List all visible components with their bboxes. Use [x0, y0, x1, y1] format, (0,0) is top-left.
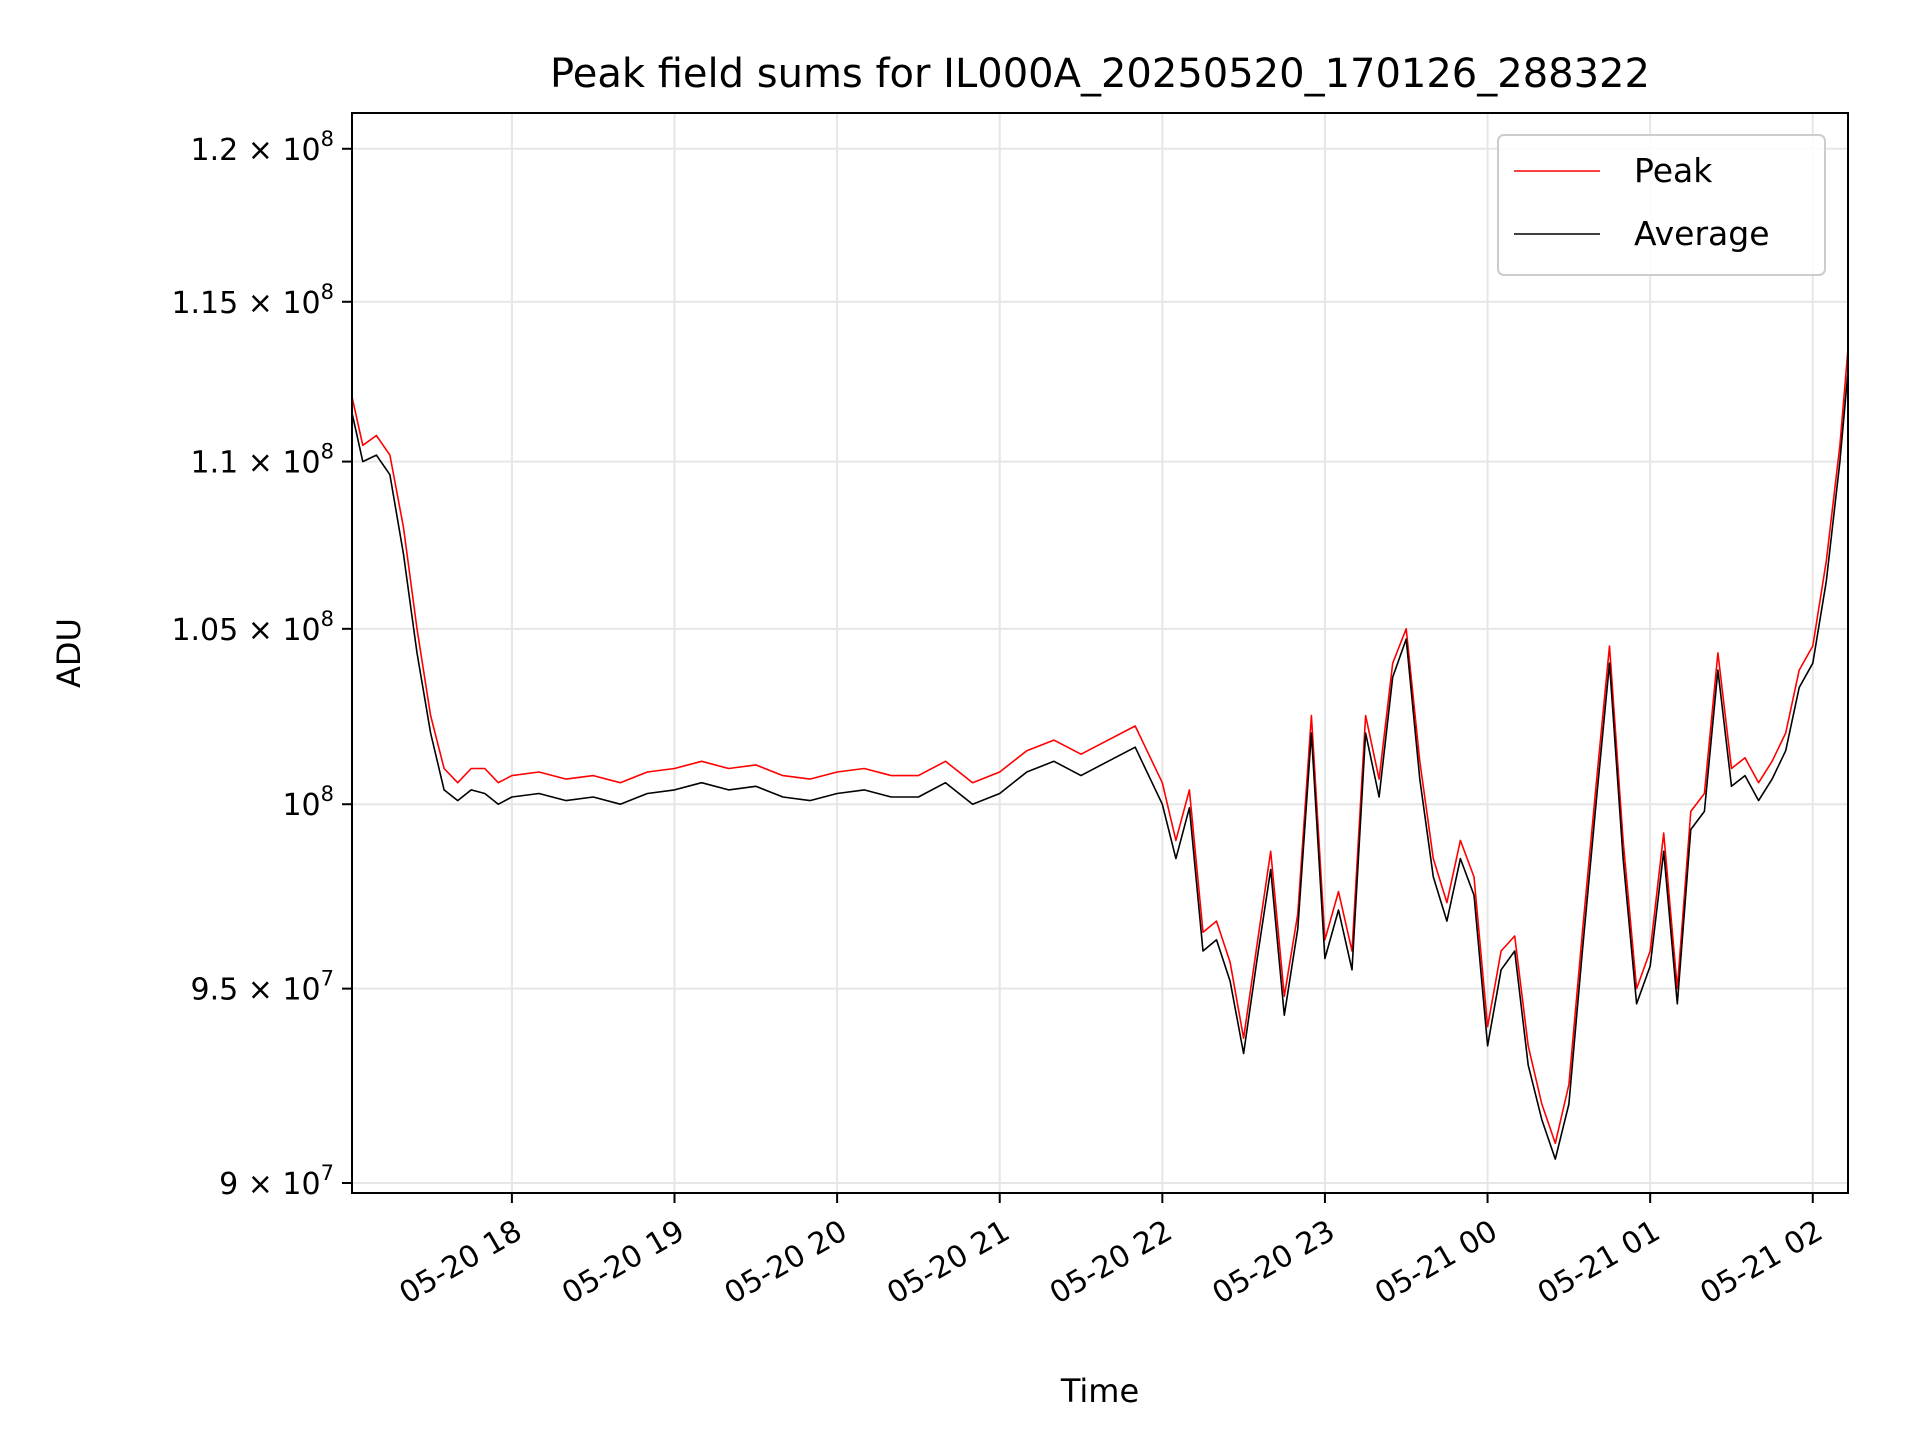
x-tick-label: 05-21 01 [1532, 1214, 1666, 1312]
y-tick-label: 1.2 × 108 [191, 127, 334, 168]
grid-lines [352, 113, 1848, 1193]
x-tick-label: 05-20 18 [394, 1214, 528, 1312]
y-tick-label: 9.5 × 107 [191, 967, 334, 1008]
series-line-average [352, 371, 1848, 1160]
plot-frame [351, 112, 1849, 1194]
x-tick-label: 05-20 19 [556, 1214, 690, 1312]
x-tick-label: 05-20 23 [1207, 1214, 1341, 1312]
y-tick-label: 9 × 107 [219, 1161, 334, 1202]
x-tick-label: 05-20 21 [881, 1214, 1015, 1312]
x-tick-label: 05-20 20 [719, 1214, 853, 1312]
series-lines [352, 348, 1848, 1160]
x-tick-label: 05-20 22 [1044, 1214, 1178, 1312]
series-line-peak [352, 348, 1848, 1145]
y-tick-label: 1.15 × 108 [171, 280, 334, 321]
legend-peak-label: Peak [1634, 151, 1713, 190]
x-tick-label: 05-21 00 [1369, 1214, 1503, 1312]
legend-box [1497, 134, 1826, 276]
y-tick-label: 108 [282, 782, 334, 823]
chart-title: Peak field sums for IL000A_20250520_1701… [550, 51, 1650, 97]
legend-average-label: Average [1634, 214, 1770, 253]
x-axis-label: Time [1060, 1372, 1139, 1410]
y-tick-label: 1.05 × 108 [171, 607, 334, 648]
legend: Peak Average [1497, 134, 1826, 276]
y-axis-label: ADU [50, 618, 88, 688]
x-tick-label: 05-21 02 [1694, 1214, 1828, 1312]
x-axis: 05-20 18 05-20 19 05-20 20 05-20 21 05-20 22… [394, 1193, 1829, 1311]
y-tick-label: 1.1 × 108 [191, 440, 334, 481]
y-axis: 9 × 107 9.5 × 107 108 1.05 × 108 1.1 × 108 1.… [171, 127, 352, 1202]
